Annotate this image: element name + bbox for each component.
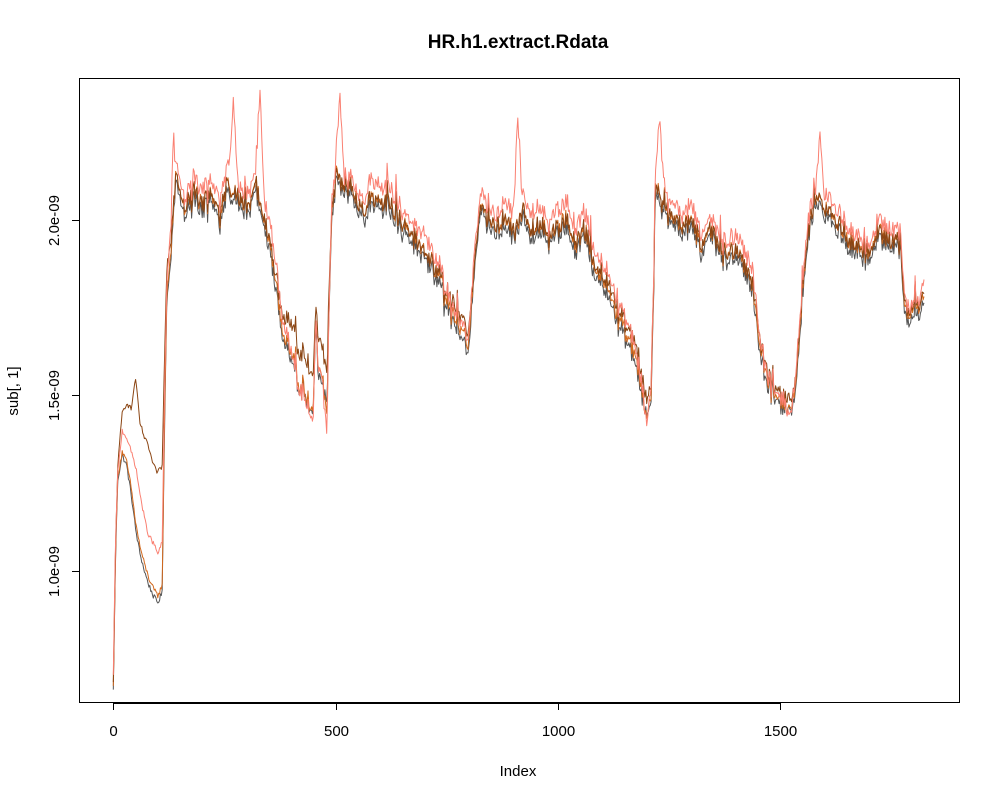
plot-frame <box>79 78 960 703</box>
series-line-1 <box>112 175 925 690</box>
x-axis-title: Index <box>500 763 537 780</box>
series-line-2 <box>112 165 925 686</box>
y-axis: 1.0e-09 1.5e-09 2.0e-09 <box>46 195 80 597</box>
x-axis: 0 500 1000 1500 <box>109 703 797 740</box>
x-tick-label: 0 <box>109 723 117 740</box>
series-line-4 <box>112 89 925 675</box>
x-tick-label: 1500 <box>764 723 797 740</box>
y-tick-label: 1.0e-09 <box>46 546 63 597</box>
y-tick-label: 1.5e-09 <box>46 370 63 421</box>
chart-title: HR.h1.extract.Rdata <box>428 32 609 53</box>
series-layer <box>112 89 925 690</box>
x-tick-label: 1000 <box>542 723 575 740</box>
y-axis-title: sub[, 1] <box>5 366 22 415</box>
x-tick-label: 500 <box>324 723 349 740</box>
series-line-3 <box>112 167 925 683</box>
y-tick-label: 2.0e-09 <box>46 195 63 246</box>
